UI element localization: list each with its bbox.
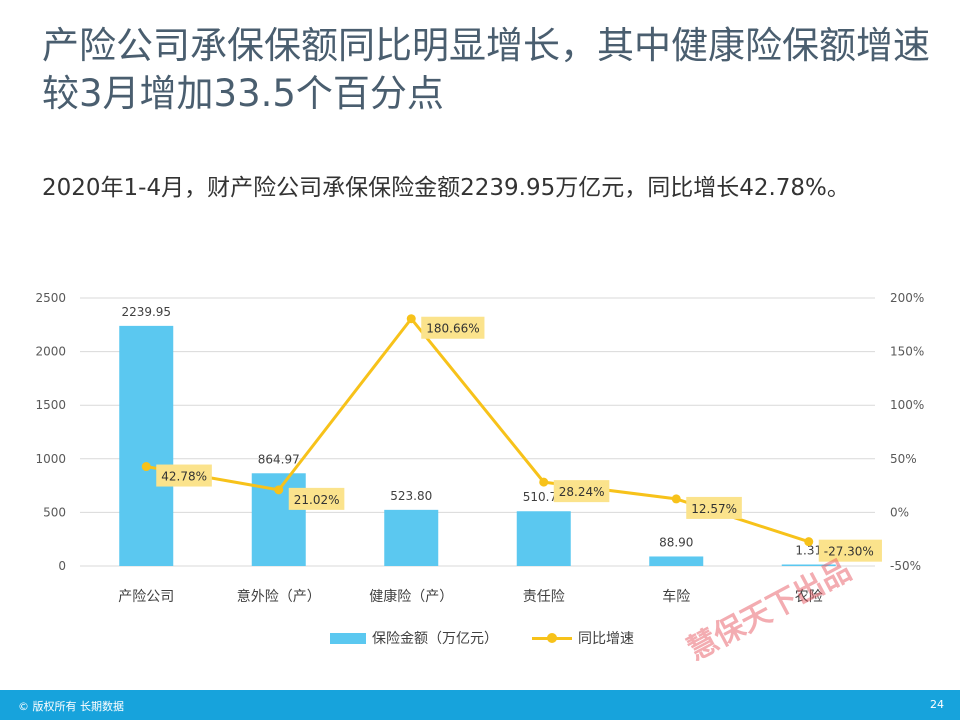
y-right-tick-label: 200% — [890, 291, 924, 305]
combo-chart: 0 500 1000 1500 2000 2500 -50% 0% 50% 100% 150% 200… — [35, 291, 924, 605]
x-tick-label: 健康险（产） — [369, 588, 453, 605]
x-tick-label: 农险 — [795, 589, 823, 605]
line-label-background — [553, 480, 610, 503]
bar — [119, 325, 174, 566]
line-point — [539, 477, 549, 487]
bar — [781, 564, 836, 566]
y-right-tick-label: 100% — [890, 398, 924, 412]
line-point — [274, 485, 284, 495]
line-value-label: 12.57% — [691, 502, 737, 516]
x-tick-label: 产险公司 — [118, 589, 174, 605]
bar-value-label: 2239.95 — [121, 305, 171, 319]
line-point — [406, 314, 416, 324]
line-label-background — [686, 496, 742, 519]
bar-value-label: 523.80 — [390, 489, 432, 503]
y-left-tick-label: 0 — [58, 559, 66, 573]
bar — [384, 509, 439, 566]
line-point — [804, 537, 814, 547]
footer-copyright: © 版权所有 长期数据 — [18, 700, 124, 713]
page-number: 24 — [930, 698, 944, 711]
line-value-label: 42.78% — [161, 470, 207, 484]
slide-title: 产险公司承保保额同比明显增长，其中健康险保额增速较3月增加33.5个百分点 — [42, 24, 930, 115]
legend-item-line: 同比增速 — [532, 628, 634, 648]
line-point — [671, 494, 681, 504]
y-right-tick-label: 0% — [890, 505, 909, 519]
footer-bar: © 版权所有 长期数据 24 — [0, 690, 960, 720]
line-label-background — [156, 464, 212, 487]
legend-swatch-bar — [330, 632, 366, 644]
chart-legend: 保险金额（万亿元） 同比增速 — [330, 628, 634, 648]
x-tick-label: 车险 — [662, 588, 690, 605]
line-label-background — [818, 539, 882, 562]
bar-value-label: 1.31 — [795, 544, 822, 558]
line-value-label: 28.24% — [559, 485, 605, 499]
y-left-tick-label: 1500 — [35, 398, 66, 412]
y-right-tick-label: 150% — [890, 345, 924, 359]
legend-label-bar: 保险金额（万亿元） — [372, 631, 498, 647]
line-value-label: 21.02% — [294, 493, 340, 507]
y-right-tick-label: -50% — [890, 559, 921, 573]
x-tick-label: 责任险 — [523, 589, 565, 605]
line-point — [141, 462, 151, 472]
legend-label-line: 同比增速 — [578, 631, 634, 647]
line-label-background — [288, 487, 345, 510]
bar — [516, 511, 571, 566]
legend-swatch-line — [532, 630, 572, 646]
y-left-tick-label: 1000 — [35, 452, 66, 466]
y-left-tick-label: 2500 — [35, 291, 66, 305]
line-value-label: 180.66% — [426, 322, 479, 336]
legend-item-bar: 保险金额（万亿元） — [330, 628, 498, 648]
y-left-tick-label: 2000 — [35, 345, 66, 359]
line-label-background — [421, 316, 485, 339]
bar-value-label: 864.97 — [258, 452, 300, 466]
line-value-label: -27.30% — [824, 545, 874, 559]
y-right-tick-label: 50% — [890, 452, 917, 466]
bar-value-label: 88.90 — [659, 535, 693, 549]
slide-subtitle: 2020年1-4月，财产险公司承保保险金额2239.95万亿元，同比增长42.7… — [42, 175, 850, 201]
y-left-tick-label: 500 — [43, 505, 66, 519]
bar — [649, 556, 704, 566]
x-tick-label: 意外险（产） — [237, 588, 321, 605]
